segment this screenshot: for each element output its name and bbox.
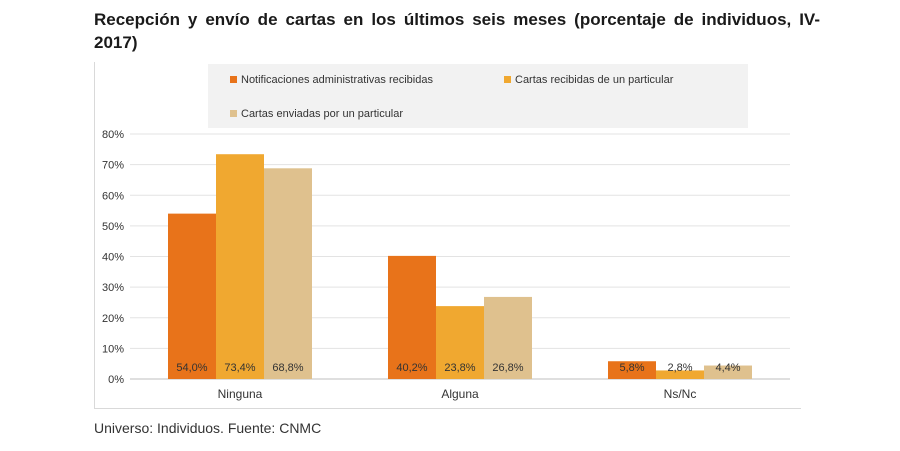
bar: [264, 168, 312, 379]
bar: [436, 306, 484, 379]
bar: [704, 365, 752, 379]
bar: [168, 213, 216, 379]
y-tick-label: 40%: [102, 252, 124, 264]
data-label: 5,8%: [619, 362, 644, 374]
data-label: 68,8%: [272, 362, 303, 374]
bar: [608, 361, 656, 379]
y-tick-label: 20%: [102, 313, 124, 325]
legend-label: Cartas recibidas de un particular: [515, 74, 674, 86]
x-tick-label: Alguna: [441, 387, 479, 401]
legend-label: Notificaciones administrativas recibidas: [241, 74, 433, 86]
y-tick-label: 10%: [102, 343, 124, 355]
data-label: 26,8%: [492, 362, 523, 374]
data-label: 2,8%: [667, 362, 692, 374]
chart-frame: [94, 62, 801, 409]
y-tick-label: 0%: [108, 374, 124, 386]
bar: [216, 154, 264, 379]
bar: [484, 296, 532, 379]
y-tick-label: 80%: [102, 129, 124, 141]
x-tick-label: Ninguna: [218, 387, 263, 401]
legend-swatch: [504, 76, 511, 83]
x-tick-label: Ns/Nc: [664, 387, 697, 401]
legend-box: [208, 64, 748, 128]
chart-title: Recepción y envío de cartas en los últim…: [94, 10, 820, 52]
data-label: 23,8%: [444, 362, 475, 374]
source-note: Universo: Individuos. Fuente: CNMC: [94, 420, 322, 436]
data-label: 54,0%: [176, 362, 207, 374]
legend-swatch: [230, 110, 237, 117]
y-tick-label: 60%: [102, 190, 124, 202]
legend-label: Cartas enviadas por un particular: [241, 108, 403, 120]
bar: [656, 370, 704, 379]
y-tick-label: 50%: [102, 221, 124, 233]
data-label: 4,4%: [715, 362, 740, 374]
data-label: 73,4%: [224, 362, 255, 374]
y-tick-label: 70%: [102, 160, 124, 172]
bar: [388, 255, 436, 379]
data-label: 40,2%: [396, 362, 427, 374]
y-tick-label: 30%: [102, 282, 124, 294]
legend-swatch: [230, 76, 237, 83]
